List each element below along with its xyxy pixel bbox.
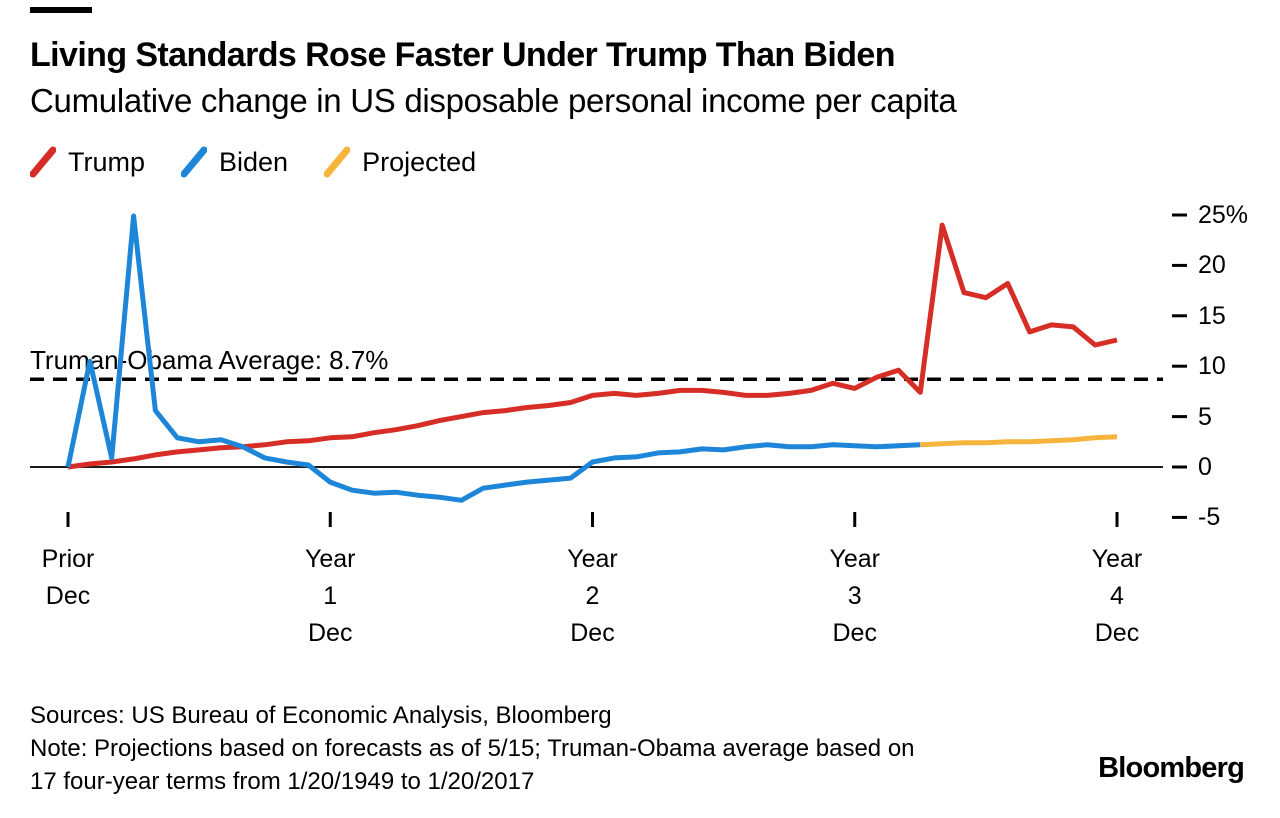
x-axis-label-line: Dec [308, 619, 353, 647]
series-line-trump [67, 222, 1118, 470]
y-axis-label: -5 [1198, 503, 1221, 532]
legend-item-biden: Biden [181, 146, 288, 178]
x-axis-label-line: Dec [45, 582, 91, 610]
x-axis-label-line: Dec [832, 619, 877, 647]
x-axis-label-line: 2 [585, 582, 600, 610]
legend-label-biden: Biden [219, 146, 289, 177]
series-line-projected [920, 434, 1118, 448]
source-note-line: 17 four-year terms from 1/20/1949 to 1/2… [30, 768, 535, 795]
x-axis-label: Year 2 Dec [507, 541, 677, 652]
x-axis-label-line: 4 [1110, 582, 1124, 610]
chart-legend: Trump Biden Projected [30, 146, 476, 178]
x-axis-label: Year 4 Dec [1032, 541, 1202, 652]
legend-label-projected: Projected [362, 146, 477, 177]
x-axis-label-line: Year [567, 545, 618, 573]
x-axis-label: Prior Dec [0, 541, 153, 615]
legend-label-trump: Trump [68, 146, 146, 177]
biden-line-swatch-icon [181, 146, 208, 178]
trump-line-swatch-icon [30, 146, 56, 178]
x-axis-label-line: Dec [1094, 619, 1140, 647]
page-title: Living Standards Rose Faster Under Trump… [30, 36, 895, 74]
legend-item-trump: Trump [30, 146, 145, 178]
source-note-line: Note: Projections based on forecasts as … [30, 735, 915, 762]
x-axis-label: Year 1 Dec [245, 541, 415, 652]
x-axis-label: Year 3 Dec [770, 541, 940, 652]
y-axis-label: 10 [1198, 352, 1226, 381]
y-axis-label: 25% [1198, 201, 1249, 229]
x-axis-label-line: Year [1091, 545, 1143, 573]
y-axis-label: 5 [1198, 402, 1212, 431]
x-axis-label-line: Dec [570, 619, 615, 647]
series-line-biden [65, 213, 921, 503]
page-subtitle: Cumulative change in US disposable perso… [30, 82, 957, 119]
y-axis-label: 15 [1198, 301, 1226, 330]
bloomberg-logo: Bloomberg [1098, 752, 1245, 784]
legend-item-projected: Projected [324, 146, 476, 178]
projected-line-swatch-icon [324, 146, 351, 178]
y-axis-label: 0 [1198, 453, 1212, 481]
x-axis-label-line: Prior [41, 545, 95, 573]
source-note-line: Sources: US Bureau of Economic Analysis,… [30, 702, 612, 729]
top-accent-bar [30, 7, 92, 13]
source-note-block: Sources: US Bureau of Economic Analysis,… [30, 699, 915, 798]
x-axis-label-line: 3 [847, 582, 862, 610]
x-axis-label-line: Year [829, 545, 880, 573]
x-axis-label-line: Year [304, 545, 356, 573]
x-axis-label-line: 1 [323, 582, 338, 610]
y-axis-label: 20 [1198, 251, 1226, 280]
